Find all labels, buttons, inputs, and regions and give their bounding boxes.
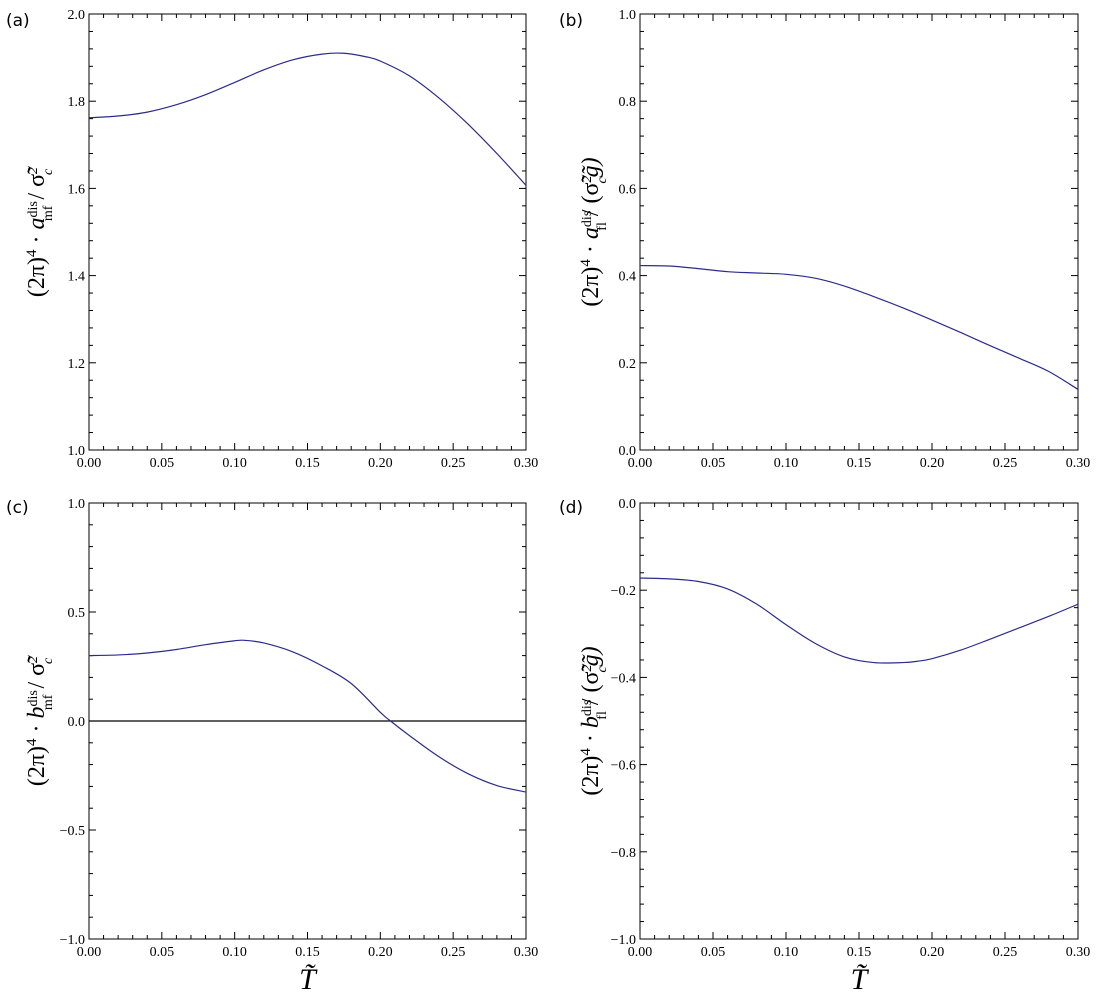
y-axis-label: (2π)4 · bdismf / σ̃2c <box>24 655 56 786</box>
panel-a: (a) 0.00 0.05 0.10 0.15 0.20 0.25 0.30 1.0 1.2 1.4… <box>6 8 538 471</box>
x-tick-label: 0.00 <box>77 945 102 960</box>
x-tick-label: 0.30 <box>1066 945 1091 960</box>
y-tick-label: 1.0 <box>68 444 86 459</box>
x-tick-label: 0.10 <box>774 945 799 960</box>
y-tick-label: 1.8 <box>68 95 86 110</box>
x-tick-label: 0.15 <box>295 456 320 471</box>
x-tick-label: 0.20 <box>920 945 945 960</box>
y-axis-label: (2π)4 · adismf / σ̃2c <box>24 166 56 297</box>
plot-frame <box>639 502 1079 940</box>
y-tick-label: −1.0 <box>611 933 636 948</box>
y-tick-label: −0.6 <box>611 759 636 774</box>
y-tick-label: 0.8 <box>619 95 637 110</box>
x-tick-label: 0.25 <box>993 456 1018 471</box>
y-tick-label: −0.5 <box>60 824 85 839</box>
panel-label-a: (a) <box>6 11 30 31</box>
data-curve <box>639 264 1079 390</box>
x-tick-label: 0.15 <box>847 456 872 471</box>
x-tick-label: 0.15 <box>295 945 320 960</box>
y-tick-label: 1.4 <box>68 270 86 285</box>
panel-d: (d) 0.00 0.05 0.10 0.15 0.20 0.25 0.30 −1.0 −0.8 −… <box>559 497 1090 996</box>
x-tick-label: 0.00 <box>628 945 653 960</box>
x-tick-label: 0.10 <box>222 456 247 471</box>
y-axis-label: (2π)4 · bdisfl / (σ̃2cg̃) <box>578 646 610 795</box>
x-tick-label: 0.30 <box>1066 456 1091 471</box>
panel-label-d: (d) <box>559 498 583 518</box>
x-tick-label: 0.10 <box>222 945 247 960</box>
plot-frame <box>639 13 1079 451</box>
y-tick-label: 0.0 <box>68 715 86 730</box>
x-tick-label: 0.00 <box>628 456 653 471</box>
y-tick-label: −0.8 <box>611 846 636 861</box>
panel-b: (b) 0.00 0.05 0.10 0.15 0.20 0.25 0.30 0.0 0.2 0.4… <box>559 8 1090 471</box>
y-tick-label: 2.0 <box>68 8 86 23</box>
y-axis-label: (2π)4 · adisfl / (σ̃2cg̃) <box>578 157 610 306</box>
y-tick-label: −0.4 <box>611 671 636 686</box>
x-tick-label: 0.05 <box>701 456 726 471</box>
data-curve <box>639 577 1079 664</box>
panel-c: (c) 0.00 0.05 0.10 0.15 0.20 0.25 0.30 −1.0 −0.5 0… <box>6 497 538 996</box>
x-tick-label: 0.20 <box>368 945 393 960</box>
y-tick-label: 0.0 <box>619 444 637 459</box>
data-curve <box>88 639 527 793</box>
y-tick-label: −1.0 <box>60 933 85 948</box>
x-tick-label: 0.20 <box>368 456 393 471</box>
plot-frame <box>88 13 527 451</box>
y-tick-label: 1.2 <box>68 357 86 372</box>
x-tick-label: 0.15 <box>847 945 872 960</box>
x-tick-label: 0.10 <box>774 456 799 471</box>
x-tick-label: 0.25 <box>441 945 466 960</box>
y-tick-label: 1.6 <box>68 182 86 197</box>
y-tick-label: 0.2 <box>619 357 637 372</box>
panel-label-c: (c) <box>6 498 29 518</box>
y-tick-label: 0.0 <box>619 497 637 512</box>
x-tick-label: 0.05 <box>150 945 175 960</box>
panel-label-b: (b) <box>559 11 583 31</box>
x-axis-label: T̃ <box>299 963 318 996</box>
data-curve <box>88 52 527 186</box>
x-tick-label: 0.25 <box>441 456 466 471</box>
y-tick-label: 0.5 <box>68 606 86 621</box>
x-tick-label: 0.30 <box>514 945 539 960</box>
y-tick-label: 0.6 <box>619 182 637 197</box>
x-axis-label: T̃ <box>851 963 870 996</box>
x-tick-label: 0.05 <box>150 456 175 471</box>
y-tick-label: 0.4 <box>619 270 637 285</box>
y-tick-label: 1.0 <box>68 497 86 512</box>
y-tick-label: 1.0 <box>619 8 637 23</box>
x-tick-label: 0.30 <box>514 456 539 471</box>
x-tick-label: 0.25 <box>993 945 1018 960</box>
x-tick-label: 0.05 <box>701 945 726 960</box>
x-tick-label: 0.00 <box>77 456 102 471</box>
y-tick-label: −0.2 <box>611 584 636 599</box>
x-tick-label: 0.20 <box>920 456 945 471</box>
